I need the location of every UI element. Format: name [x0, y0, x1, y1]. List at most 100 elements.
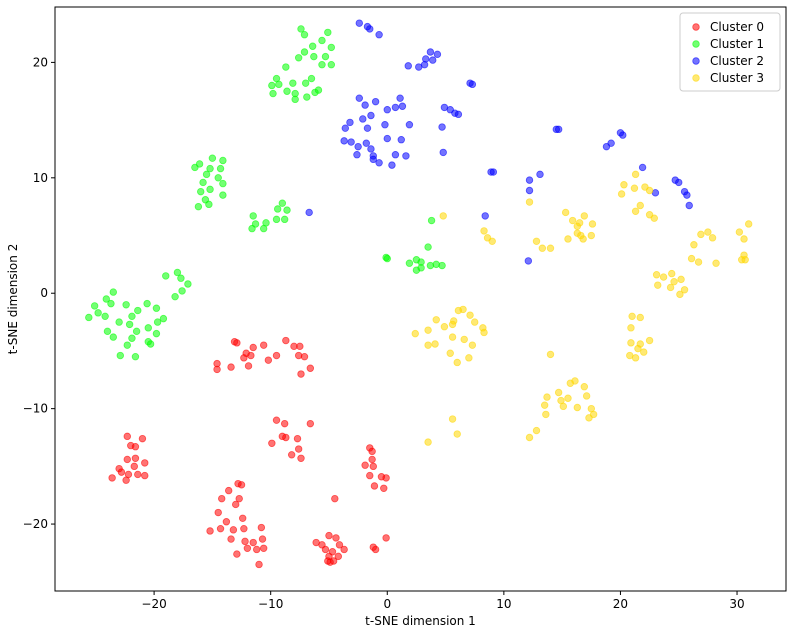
cluster-1-point	[206, 164, 214, 173]
cluster-2-point	[536, 170, 544, 179]
ticks-layer: −20 −10 0 10 20 30 −20 −10 0 10 20	[23, 55, 745, 611]
cluster-1-point	[107, 299, 115, 308]
y-tick-label: 20	[33, 55, 48, 69]
cluster-0-point	[361, 461, 369, 469]
cluster-2-point	[367, 145, 375, 153]
cluster-3-point	[620, 181, 628, 189]
cluster-1-point	[103, 327, 112, 336]
cluster-3-point	[580, 212, 588, 220]
cluster-0-point	[332, 534, 340, 542]
cluster-3-point	[448, 415, 457, 423]
cluster-1-point	[291, 95, 299, 104]
cluster-1-point	[219, 191, 227, 199]
cluster-3-point	[525, 198, 534, 206]
cluster-1-point	[131, 353, 140, 361]
cluster-2-point	[367, 111, 375, 120]
cluster-1-point	[427, 216, 436, 225]
cluster-1-point	[152, 304, 161, 312]
cluster-3-point	[559, 402, 568, 411]
cluster-1-point	[424, 243, 432, 251]
cluster-0-point	[227, 535, 235, 543]
cluster-0-point	[306, 419, 315, 428]
cluster-1-point	[249, 212, 257, 220]
cluster-1-point	[269, 89, 277, 98]
cluster-1-point	[432, 260, 440, 269]
cluster-1-point	[134, 306, 142, 315]
cluster-2-point	[429, 56, 437, 64]
cluster-3-point	[561, 208, 570, 217]
cluster-0-point	[227, 363, 235, 371]
cluster-3-point	[640, 348, 648, 356]
cluster-1-point	[297, 25, 305, 33]
cluster-1-point	[144, 324, 152, 332]
cluster-3-point	[690, 241, 698, 249]
cluster-1-point	[321, 52, 330, 61]
cluster-1-point	[116, 351, 124, 360]
cluster-0-point	[141, 471, 149, 480]
cluster-0-point	[237, 481, 246, 489]
cluster-0-point	[321, 545, 330, 554]
cluster-3-point	[573, 222, 582, 230]
cluster-2-point	[354, 142, 362, 151]
cluster-1-point	[283, 206, 291, 214]
cluster-2-point	[347, 138, 355, 146]
cluster-0-point	[325, 531, 333, 540]
cluster-2-point	[363, 124, 372, 132]
cluster-1-point	[282, 63, 290, 71]
cluster-3-point	[636, 313, 644, 322]
y-tick-label: −20	[23, 517, 48, 531]
cluster-1-point	[289, 79, 297, 87]
cluster-3-point	[666, 283, 675, 292]
cluster-1-point	[178, 287, 186, 295]
cluster-2-point	[685, 201, 693, 210]
cluster-0-point	[287, 451, 296, 459]
cluster-3-point	[546, 244, 555, 252]
cluster-1-point	[318, 61, 326, 69]
cluster-1-point	[205, 200, 213, 209]
legend-marker	[692, 23, 700, 31]
cluster-3-point	[543, 393, 551, 401]
cluster-3-point	[480, 328, 488, 337]
cluster-2-point	[524, 257, 533, 265]
cluster-0-point	[326, 558, 334, 566]
cluster-2-point	[381, 121, 389, 129]
cluster-2-point	[619, 131, 627, 139]
cluster-1-point	[115, 318, 123, 326]
cluster-0-point	[130, 462, 138, 471]
cluster-3-point	[631, 354, 640, 362]
cluster-3-point	[424, 326, 432, 334]
cluster-2-point	[346, 118, 354, 127]
cluster-0-point	[369, 462, 377, 471]
cluster-2-point	[683, 191, 691, 199]
cluster-0-point	[232, 500, 240, 509]
cluster-3-point	[668, 269, 676, 278]
cluster-1-point	[426, 261, 435, 270]
cluster-0-point	[300, 353, 309, 361]
cluster-0-point	[138, 434, 147, 443]
cluster-0-point	[335, 541, 344, 549]
cluster-0-point	[216, 524, 225, 533]
cluster-0-point	[294, 445, 303, 453]
cluster-2-point	[305, 208, 313, 217]
cluster-2-point	[438, 123, 446, 131]
cluster-3-point	[573, 403, 582, 412]
cluster-2-point	[397, 136, 405, 144]
cluster-1-point	[294, 54, 303, 62]
cluster-1-point	[327, 61, 336, 69]
cluster-1-point	[128, 334, 136, 342]
cluster-3-point	[448, 333, 457, 341]
cluster-0-point	[117, 468, 126, 476]
y-tick-label: −10	[23, 402, 48, 416]
cluster-0-point	[331, 494, 339, 503]
cluster-0-point	[264, 356, 273, 364]
cluster-3-point	[564, 394, 572, 402]
cluster-1-point	[208, 154, 217, 162]
cluster-3-point	[453, 430, 461, 438]
legend-marker	[692, 57, 700, 65]
cluster-3-point	[532, 237, 541, 245]
cluster-0-point	[368, 447, 376, 456]
cluster-0-point	[134, 470, 142, 479]
x-tick-label: 20	[613, 597, 628, 611]
cluster-3-point	[676, 290, 684, 299]
cluster-0-point	[243, 544, 252, 552]
